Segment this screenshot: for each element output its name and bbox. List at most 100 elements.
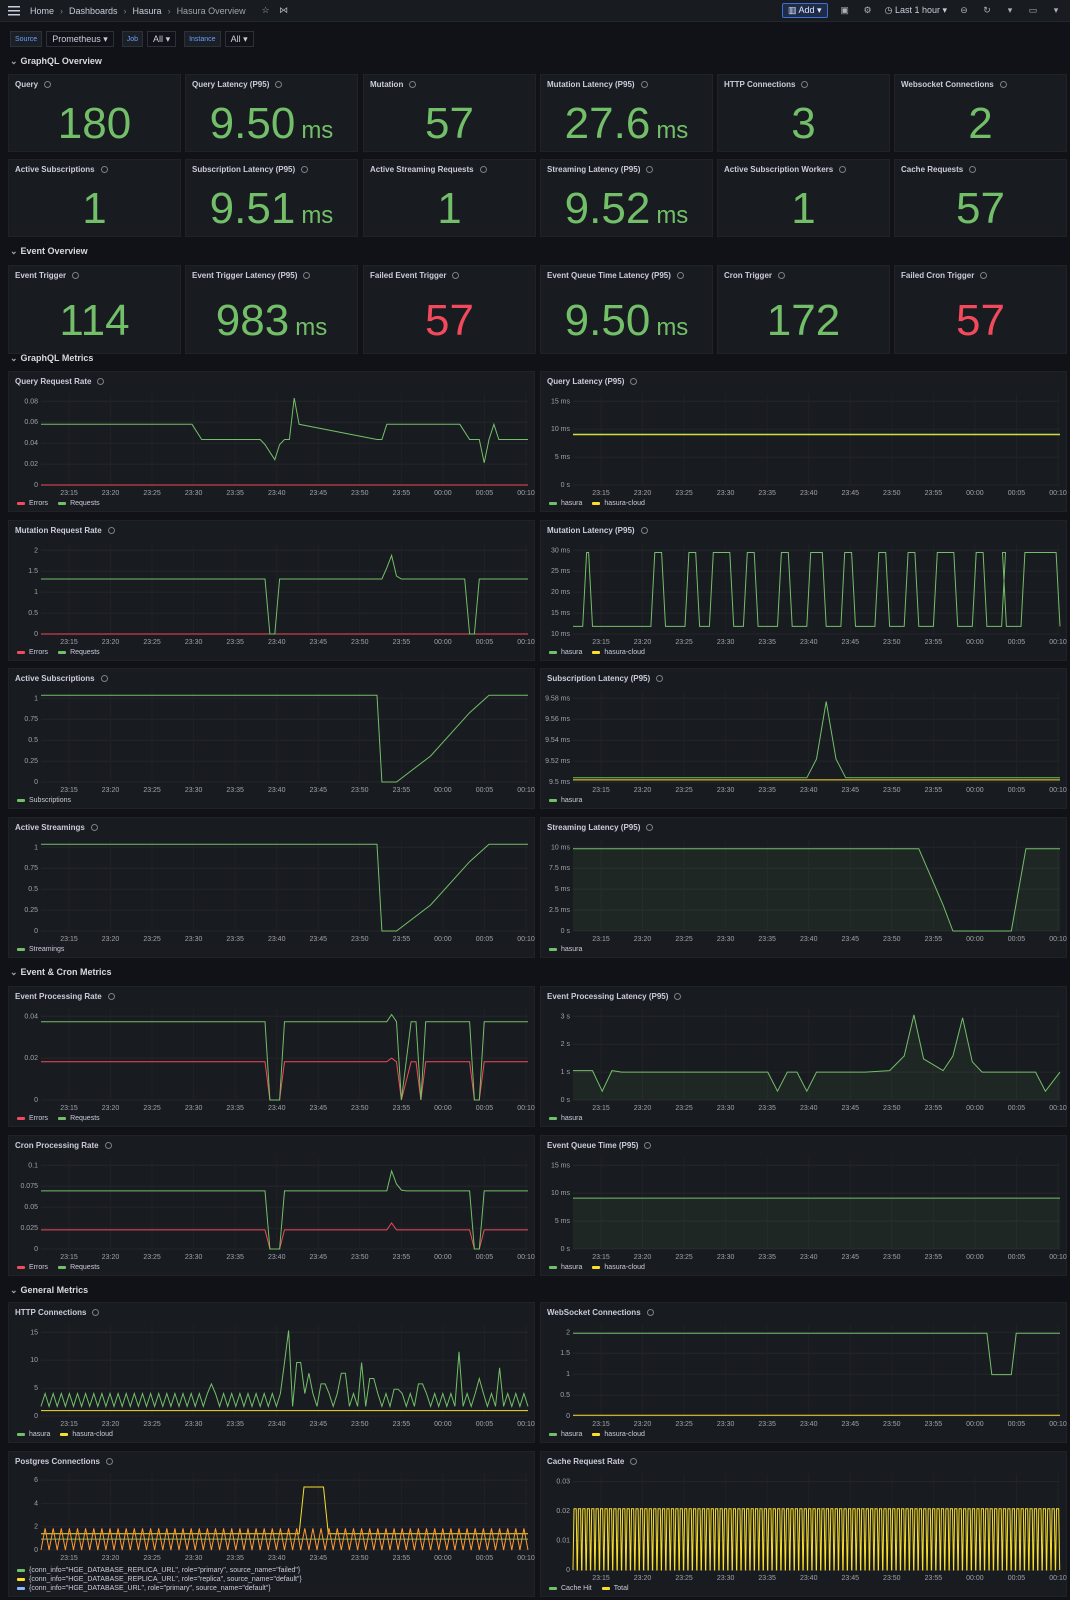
legend-item[interactable]: Errors (17, 1264, 48, 1271)
series-line-hasura[interactable] (573, 701, 1060, 779)
legend-item[interactable]: Errors (17, 649, 48, 656)
info-icon[interactable] (479, 166, 487, 173)
add-button[interactable]: ▥ Add ▾ (782, 3, 828, 18)
row-header-event-overview[interactable]: ⌄ Event Overview (10, 246, 88, 256)
info-icon[interactable] (646, 1309, 654, 1316)
info-icon[interactable] (303, 272, 311, 279)
legend-item[interactable]: hasura (549, 1264, 582, 1271)
chart-panel-event-processing-rate[interactable]: Event Processing Rate 0 0.02 0.04 23:15 23:20… (8, 986, 535, 1127)
info-icon[interactable] (646, 824, 654, 831)
chart-panel-streaming-latency-p95[interactable]: Streaming Latency (P95) 0 s 2.5 ms 5 ms 7.5 … (540, 817, 1067, 958)
share-icon[interactable]: ⋈ (279, 5, 289, 15)
row-header-general-metrics[interactable]: ⌄ General Metrics (10, 1285, 89, 1295)
chart-canvas[interactable]: 0 0.01 0.02 0.03 23:15 23:20 23:25 23:30 23:35 23… (541, 1452, 1068, 1598)
stat-panel-active-streaming-requests[interactable]: Active Streaming Requests 1 (363, 159, 536, 237)
chart-canvas[interactable]: 9.5 ms 9.52 ms 9.54 ms 9.56 ms 9.58 ms 23:15 2… (541, 669, 1068, 810)
chart-panel-postgres-connections[interactable]: Postgres Connections 0 2 4 6 23:15 23:20 23:25 2… (8, 1451, 535, 1597)
stat-panel-active-subscriptions[interactable]: Active Subscriptions 1 (8, 159, 181, 237)
info-icon[interactable] (801, 81, 809, 88)
chart-panel-http-connections[interactable]: HTTP Connections 0 5 10 15 23:15 23:20 23:25 23:… (8, 1302, 535, 1443)
chart-canvas[interactable]: 0 s 1 s 2 s 3 s 23:15 23:20 23:25 23:30 23:35 23:… (541, 987, 1068, 1128)
chart-panel-subscription-latency-p95[interactable]: Subscription Latency (P95) 9.5 ms 9.52 ms 9… (540, 668, 1067, 809)
stat-panel-event-queue-time-latency-p95[interactable]: Event Queue Time Latency (P95) 9.50 ms (540, 265, 713, 354)
stat-panel-event-trigger[interactable]: Event Trigger 114 (8, 265, 181, 354)
chart-panel-event-queue-time-p95[interactable]: Event Queue Time (P95) 0 s 5 ms 10 ms 15 ms 2… (540, 1135, 1067, 1276)
chart-canvas[interactable]: 0 s 5 ms 10 ms 15 ms 23:15 23:20 23:25 23:30 23:… (541, 1136, 1068, 1277)
legend-item[interactable]: Requests (58, 1115, 100, 1122)
chart-panel-query-latency-p95[interactable]: Query Latency (P95) 0 s 5 ms 10 ms 15 ms 23:1… (540, 371, 1067, 512)
variable-select-instance[interactable]: All ▾ (224, 31, 254, 47)
breadcrumb-dashboards[interactable]: Dashboards (69, 5, 118, 16)
refresh-icon[interactable]: ↻ (983, 5, 991, 15)
legend-item[interactable]: Subscriptions (17, 797, 71, 804)
legend-item[interactable]: hasura-cloud (592, 649, 645, 656)
row-header-event-cron-metrics[interactable]: ⌄ Event & Cron Metrics (10, 967, 112, 977)
series-line-hasura[interactable] (573, 552, 1061, 627)
stat-panel-query-latency-p95[interactable]: Query Latency (P95) 9.50 ms (185, 74, 358, 152)
legend-item[interactable]: {conn_info="HGE_DATABASE_URL", role="pri… (17, 1585, 302, 1592)
legend-item[interactable]: Requests (58, 500, 100, 507)
star-icon[interactable]: ☆ (261, 5, 270, 15)
zoom-out-icon[interactable]: ⊖ (960, 5, 968, 15)
stat-panel-cache-requests[interactable]: Cache Requests 57 (894, 159, 1067, 237)
chart-canvas[interactable]: 0 0.02 0.04 0.06 0.08 23:15 23:20 23:25 23:30 23:… (9, 372, 536, 513)
row-header-graphql-metrics[interactable]: ⌄ GraphQL Metrics (10, 353, 94, 363)
info-icon[interactable] (409, 81, 417, 88)
info-icon[interactable] (90, 824, 98, 831)
series-line-total[interactable] (572, 1508, 1061, 1571)
info-icon[interactable] (630, 1458, 638, 1465)
save-icon[interactable]: ▣ (840, 5, 849, 15)
series-line-requests[interactable] (41, 1169, 528, 1250)
info-icon[interactable] (839, 166, 847, 173)
chart-canvas[interactable]: 0 0.02 0.04 23:15 23:20 23:25 23:30 23:35 23:40 2… (9, 987, 536, 1128)
stat-panel-event-trigger-latency-p95[interactable]: Event Trigger Latency (P95) 983 ms (185, 265, 358, 354)
stat-panel-failed-event-trigger[interactable]: Failed Event Trigger 57 (363, 265, 536, 354)
info-icon[interactable] (778, 272, 786, 279)
chart-canvas[interactable]: 0 0.25 0.5 0.75 1 23:15 23:20 23:25 23:30 23:35 23… (9, 818, 536, 959)
variable-select-job[interactable]: All ▾ (147, 31, 177, 47)
legend-item[interactable]: hasura (549, 500, 582, 507)
info-icon[interactable] (100, 675, 108, 682)
info-icon[interactable] (640, 81, 648, 88)
chart-canvas[interactable]: 0 2 4 6 23:15 23:20 23:25 23:30 23:35 23:40 23:45 2… (9, 1452, 536, 1598)
legend-item[interactable]: Cache Hit (549, 1585, 592, 1592)
series-line-hasura[interactable] (573, 1014, 1061, 1093)
series-line-subscriptions[interactable] (41, 694, 528, 783)
stat-panel-mutation-latency-p95[interactable]: Mutation Latency (P95) 27.6 ms (540, 74, 713, 152)
legend-item[interactable]: Requests (58, 649, 100, 656)
legend-item[interactable]: hasura (549, 1115, 582, 1122)
chart-canvas[interactable]: 0 5 10 15 23:15 23:20 23:25 23:30 23:35 23:40 23:4… (9, 1303, 536, 1444)
chart-canvas[interactable]: 0 s 2.5 ms 5 ms 7.5 ms 10 ms 23:15 23:20 23:25 2… (541, 818, 1068, 959)
series-line-errors[interactable] (41, 1057, 528, 1101)
stat-panel-failed-cron-trigger[interactable]: Failed Cron Trigger 57 (894, 265, 1067, 354)
stat-panel-cron-trigger[interactable]: Cron Trigger 172 (717, 265, 890, 354)
tv-mode-icon[interactable]: ▭ (1028, 5, 1038, 15)
series-line-replica-default[interactable] (41, 1486, 528, 1535)
legend-item[interactable]: hasura (17, 1431, 50, 1438)
legend-item[interactable]: Streamings (17, 946, 64, 953)
stat-panel-active-subscription-workers[interactable]: Active Subscription Workers 1 (717, 159, 890, 237)
series-line-streamings[interactable] (41, 843, 528, 932)
info-icon[interactable] (452, 272, 460, 279)
series-line-hasura[interactable] (573, 848, 1060, 932)
chart-panel-mutation-latency-p95[interactable]: Mutation Latency (P95) 10 ms 15 ms 20 ms 25 … (540, 520, 1067, 661)
legend-item[interactable]: hasura (549, 1431, 582, 1438)
info-icon[interactable] (72, 272, 80, 279)
info-icon[interactable] (630, 378, 638, 385)
chart-panel-websocket-connections[interactable]: WebSocket Connections 0 0.5 1 1.5 2 23:15 23:20… (540, 1302, 1067, 1443)
info-icon[interactable] (980, 272, 988, 279)
info-icon[interactable] (674, 993, 682, 1000)
info-icon[interactable] (646, 166, 654, 173)
legend-item[interactable]: Errors (17, 500, 48, 507)
info-icon[interactable] (656, 675, 664, 682)
chart-panel-query-request-rate[interactable]: Query Request Rate 0 0.02 0.04 0.06 0.08 23:15… (8, 371, 535, 512)
time-range-picker[interactable]: ◷ Last 1 hour ▾ (884, 5, 947, 15)
legend-item[interactable]: Errors (17, 1115, 48, 1122)
stat-panel-streaming-latency-p95[interactable]: Streaming Latency (P95) 9.52 ms (540, 159, 713, 237)
info-icon[interactable] (644, 1142, 652, 1149)
series-line-hasura[interactable] (40, 1330, 529, 1409)
chart-panel-cron-processing-rate[interactable]: Cron Processing Rate 0 0.025 0.05 0.075 0.1 23… (8, 1135, 535, 1276)
row-header-graphql-overview[interactable]: ⌄ GraphQL Overview (10, 56, 102, 66)
stat-panel-http-connections[interactable]: HTTP Connections 3 (717, 74, 890, 152)
chart-canvas[interactable]: 0 0.025 0.05 0.075 0.1 23:15 23:20 23:25 23:30 23… (9, 1136, 536, 1277)
